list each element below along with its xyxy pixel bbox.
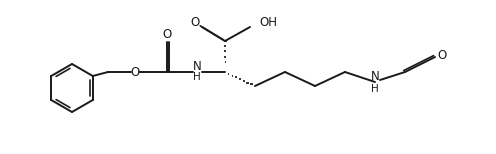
Text: OH: OH <box>259 16 277 30</box>
Text: O: O <box>162 28 172 41</box>
Text: N: N <box>192 59 201 73</box>
Text: H: H <box>371 84 379 94</box>
Text: N: N <box>371 69 379 83</box>
Text: O: O <box>190 16 199 30</box>
Text: O: O <box>437 49 446 61</box>
Text: H: H <box>193 72 201 82</box>
Text: O: O <box>130 65 140 79</box>
